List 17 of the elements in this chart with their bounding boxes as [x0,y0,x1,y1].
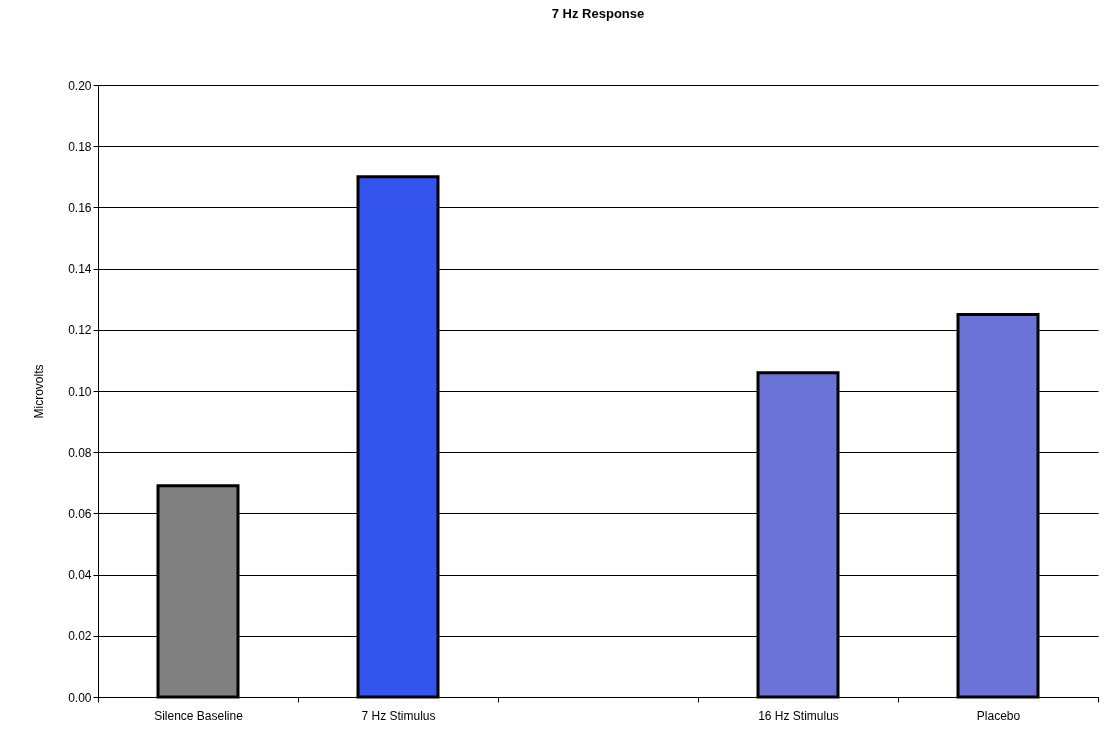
y-tick-label: 0.04 [68,568,92,583]
y-tick-label: 0.14 [68,262,92,277]
y-tick-label: 0.20 [68,78,92,93]
x-tick-label: 7 Hz Stimulus [361,708,436,723]
y-tick-label: 0.10 [68,384,92,399]
y-tick-label: 0.18 [68,139,92,154]
y-tick-label: 0.16 [68,200,92,215]
y-tick-label: 0.02 [68,629,92,644]
y-tick-label: 0.12 [68,323,92,338]
chart-title: 7 Hz Response [551,6,645,21]
y-tick-label: 0.06 [68,506,92,521]
x-tick-label: 16 Hz Stimulus [758,708,839,723]
y-axis-title: Microvolts [32,364,47,419]
y-tick-label: 0.00 [68,690,92,705]
x-tick-label: Silence Baseline [154,708,244,723]
x-tick-label: Placebo [976,708,1021,723]
y-tick-label: 0.08 [68,445,92,460]
